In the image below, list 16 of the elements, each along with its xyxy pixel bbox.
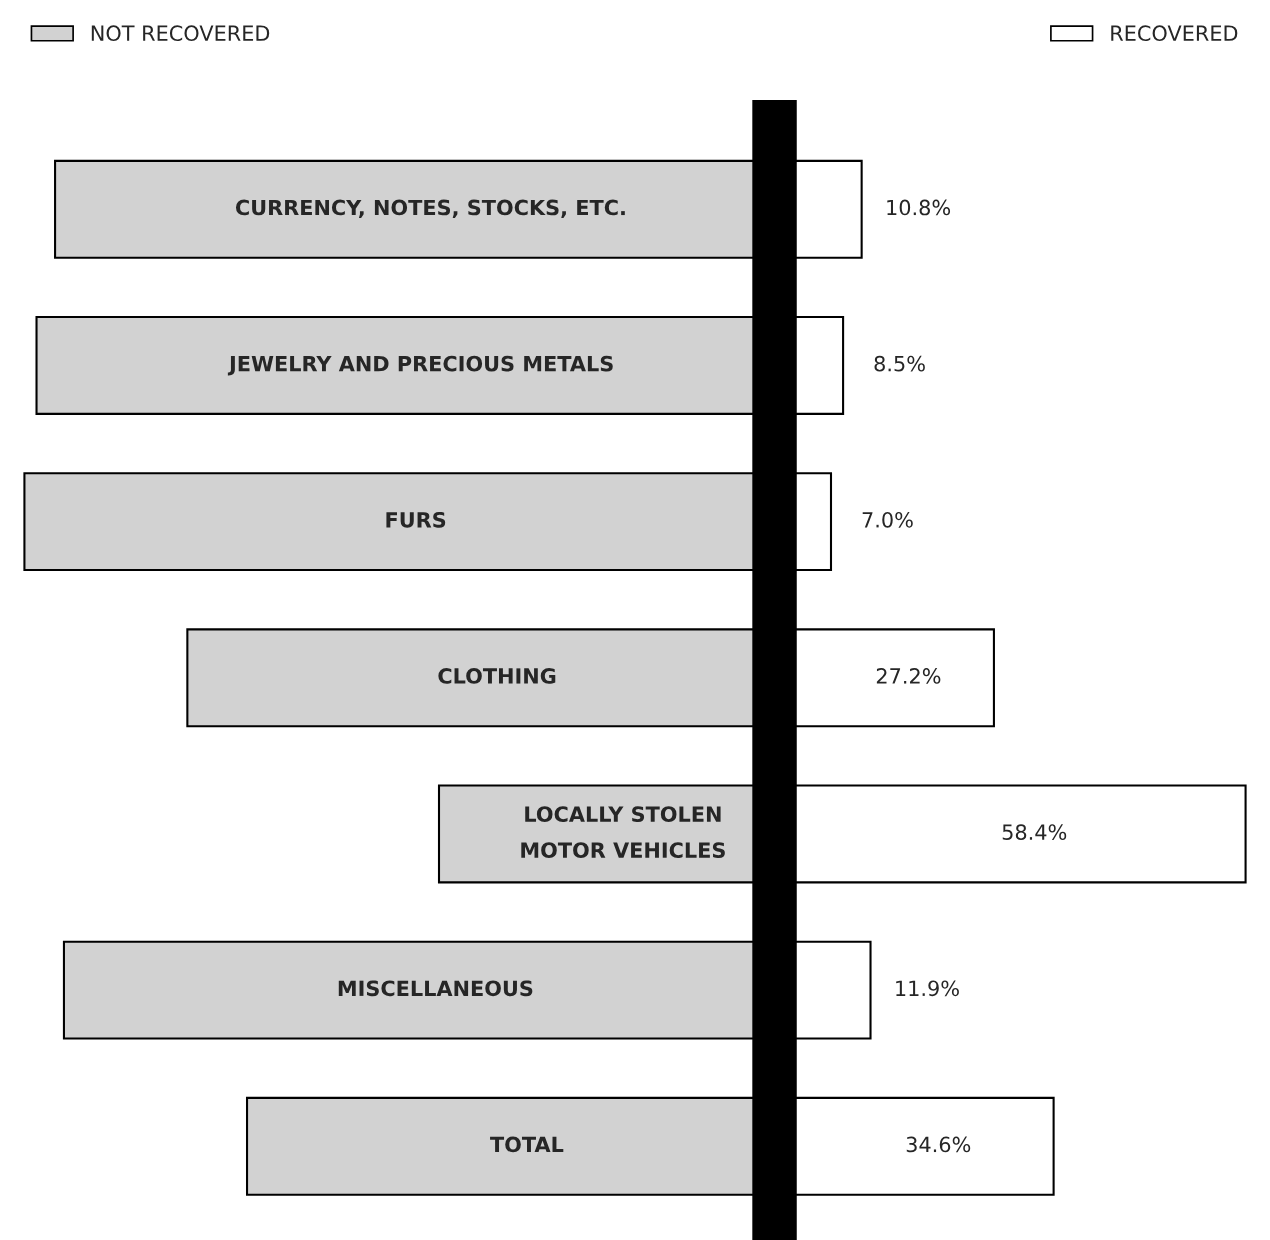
y-tick-label: FURS xyxy=(386,511,446,528)
y-tick-label: CURRENCY, NOTES, STOCKS, ETC. xyxy=(235,199,625,219)
y-tick-label: MISCELLANEOUS xyxy=(338,980,533,997)
y-tick-label: TOTAL xyxy=(490,1136,564,1153)
legend-label: RECOVERED xyxy=(1111,25,1238,42)
data-label: 27.2% xyxy=(876,668,941,684)
data-label: 34.6% xyxy=(906,1136,971,1153)
data-label: 8.5% xyxy=(874,355,925,372)
data-label: 7.0% xyxy=(862,511,913,528)
legend-label: NOT RECOVERED xyxy=(91,25,270,42)
data-label: 10.8% xyxy=(887,199,951,216)
y-tick-label: CLOTHING xyxy=(438,668,556,684)
data-label: 11.9% xyxy=(896,980,959,997)
y-tick-label: JEWELRY AND PRECIOUS METALS xyxy=(227,355,613,376)
data-label: 58.4% xyxy=(1002,824,1067,841)
y-tick-label: LOCALLY STOLEN MOTOR VEHICLES xyxy=(521,806,725,859)
